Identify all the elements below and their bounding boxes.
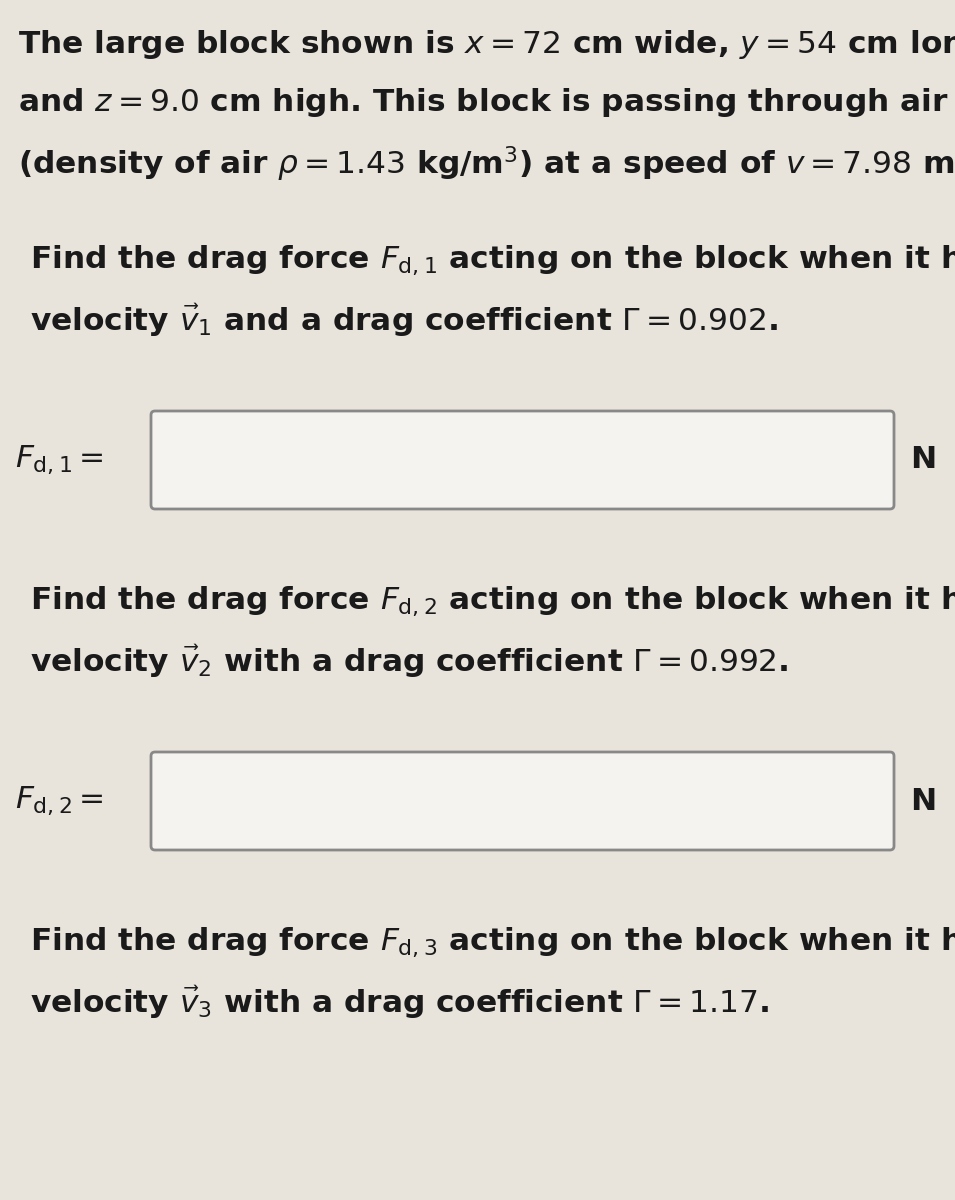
FancyBboxPatch shape <box>151 410 894 509</box>
FancyBboxPatch shape <box>151 752 894 850</box>
Text: velocity $\vec{v}_1$ and a drag coefficient $\Gamma = 0.902$.: velocity $\vec{v}_1$ and a drag coeffici… <box>30 302 777 340</box>
Text: velocity $\vec{v}_3$ with a drag coefficient $\Gamma = 1.17$.: velocity $\vec{v}_3$ with a drag coeffic… <box>30 984 769 1021</box>
Text: velocity $\vec{v}_2$ with a drag coefficient $\Gamma = 0.992$.: velocity $\vec{v}_2$ with a drag coeffic… <box>30 643 789 680</box>
Text: Find the drag force $F_{\mathrm{d,3}}$ acting on the block when it has the: Find the drag force $F_{\mathrm{d,3}}$ a… <box>30 926 955 959</box>
Text: Find the drag force $F_{\mathrm{d,2}}$ acting on the block when it has the: Find the drag force $F_{\mathrm{d,2}}$ a… <box>30 584 955 618</box>
Text: (density of air $\rho = 1.43$ kg/m$^3$) at a speed of $v = 7.98$ m/s.: (density of air $\rho = 1.43$ kg/m$^3$) … <box>18 144 955 184</box>
Text: N: N <box>910 786 936 816</box>
Text: Find the drag force $F_{\mathrm{d,1}}$ acting on the block when it has the: Find the drag force $F_{\mathrm{d,1}}$ a… <box>30 244 955 277</box>
Text: N: N <box>910 445 936 474</box>
Text: $F_{\mathrm{d,1}} =$: $F_{\mathrm{d,1}} =$ <box>15 444 104 476</box>
Text: $F_{\mathrm{d,2}} =$: $F_{\mathrm{d,2}} =$ <box>15 785 104 817</box>
Text: and $z = 9.0$ cm high. This block is passing through air: and $z = 9.0$ cm high. This block is pas… <box>18 86 948 119</box>
Text: The large block shown is $x = 72$ cm wide, $y = 54$ cm long,: The large block shown is $x = 72$ cm wid… <box>18 28 955 61</box>
